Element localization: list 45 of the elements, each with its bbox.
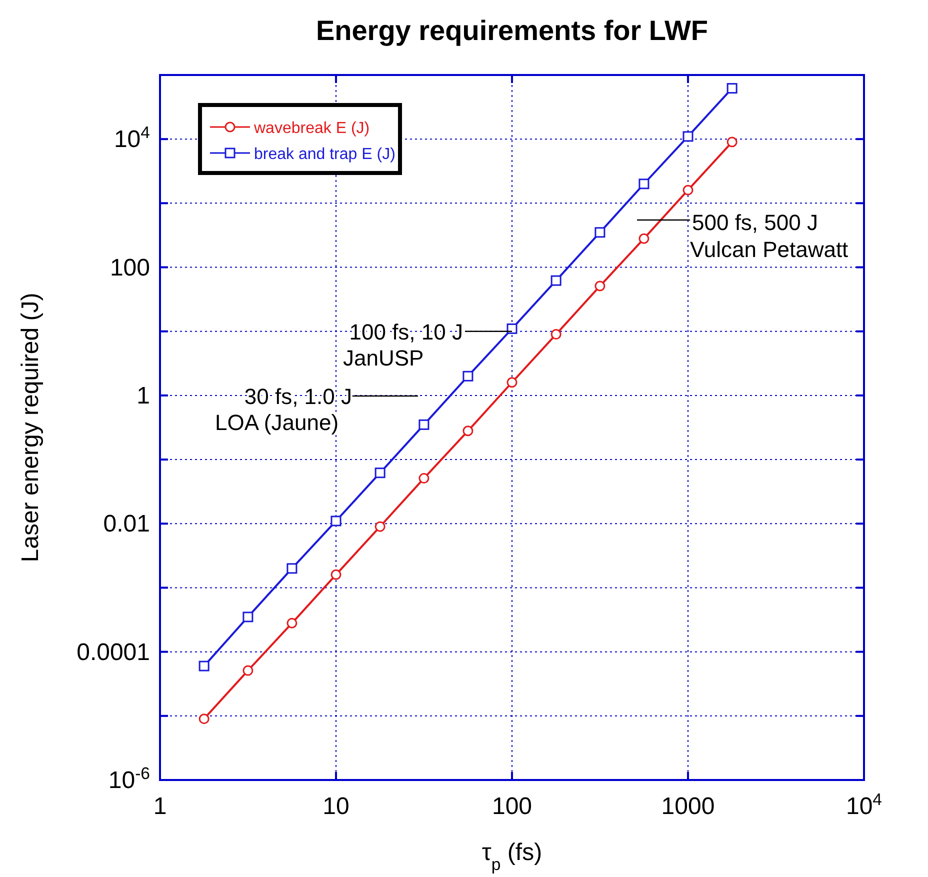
point [682,184,694,196]
point [638,233,650,244]
x-axis-title: τ$_{p}$ (fs) [482,839,542,874]
y-tick-label: 100 [110,254,150,282]
x-tick-label: 1000 [661,793,715,820]
point [330,516,342,526]
x-tick-label: 10 [322,793,350,820]
x-tick-label: 100 [492,793,532,820]
point [242,665,254,676]
y-tick-label: 0.01 [103,510,150,538]
point [506,377,518,388]
annotation: 30 fs, 1.0 J LOA (Jaune) [215,384,352,435]
legend-label: wavebreak E (J) [253,120,370,137]
point [374,468,386,478]
y-axis-title: Laser energy required (J) [17,292,44,562]
point [462,370,474,382]
x-tick-label: 1 [153,793,167,820]
x-tick-label: 10$^{4}$ [846,790,882,820]
point [198,714,210,724]
point [374,521,386,532]
point [682,131,694,142]
y-tick-label: 0.0001 [76,638,150,666]
point [462,426,474,436]
point [550,329,562,340]
point [198,660,210,672]
point [726,83,738,94]
annotation: 500 fs, 500 J Vulcan Petawatt [690,210,848,262]
point [550,275,562,286]
point [418,419,430,430]
y-tick-label: 10$^{4}$ [114,122,150,154]
point [286,618,298,628]
legend-label: break and trap E (J) [254,146,396,163]
point [242,612,254,622]
point [286,563,298,574]
annotation: 100 fs, 10 J JanUSP [343,319,463,370]
y-tick-label: 1 [136,382,150,410]
point [418,473,430,484]
point [594,280,606,292]
chart-title: Energy requirements for LWF [316,15,708,46]
point [726,136,738,148]
y-tick-label: 10$^{-6}$ [108,764,150,794]
point [506,323,518,334]
point [594,227,606,238]
point [330,569,342,580]
point [638,178,650,190]
